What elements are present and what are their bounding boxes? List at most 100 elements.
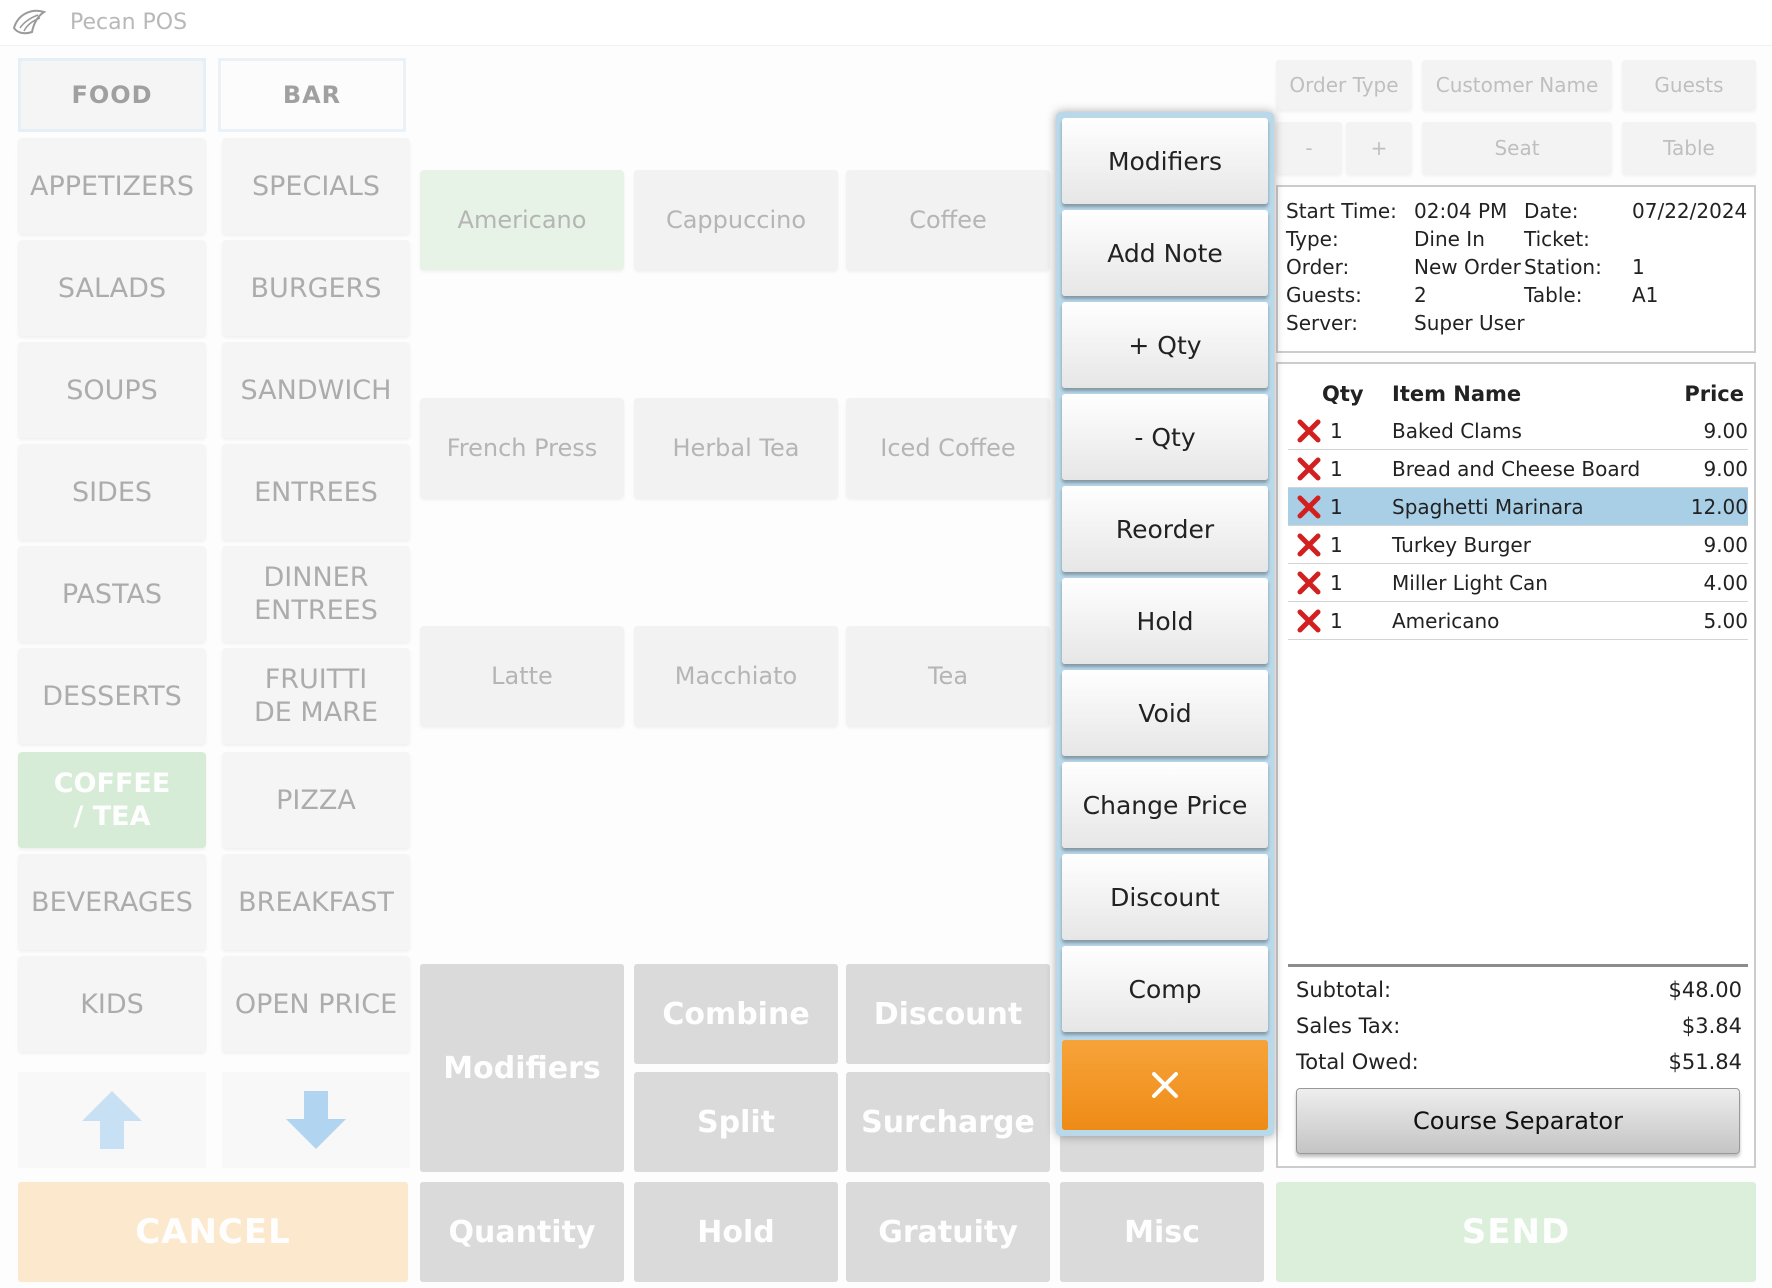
row-name: Miller Light Can <box>1392 571 1548 595</box>
category-appetizers[interactable]: APPETIZERS <box>18 138 206 234</box>
menu-discount-button[interactable]: Discount <box>1062 854 1268 940</box>
discount-button[interactable]: Discount <box>846 964 1050 1064</box>
item-iced-coffee[interactable]: Iced Coffee <box>846 398 1050 498</box>
menu-void-button[interactable]: Void <box>1062 670 1268 756</box>
delete-icon[interactable] <box>1296 418 1322 444</box>
category-pizza[interactable]: PIZZA <box>222 752 410 848</box>
category-soups[interactable]: SOUPS <box>18 342 206 438</box>
misc-button[interactable]: Misc <box>1060 1182 1264 1282</box>
row-qty: 1 <box>1330 609 1343 633</box>
surcharge-button[interactable]: Surcharge <box>846 1072 1050 1172</box>
delete-icon[interactable] <box>1296 456 1322 482</box>
order-value: New Order <box>1414 255 1521 279</box>
item-tea[interactable]: Tea <box>846 626 1050 726</box>
arrow-up-icon <box>82 1091 142 1149</box>
row-name: Turkey Burger <box>1392 533 1531 557</box>
modifiers-button[interactable]: Modifiers <box>420 964 624 1172</box>
order-label: Order: <box>1286 255 1350 279</box>
order-row[interactable]: 1 Miller Light Can 4.00 <box>1288 564 1748 602</box>
order-row[interactable]: 1 Americano 5.00 <box>1288 602 1748 640</box>
category-burgers[interactable]: BURGERS <box>222 240 410 336</box>
guests-value: 2 <box>1414 283 1427 307</box>
item-latte[interactable]: Latte <box>420 626 624 726</box>
category-salads[interactable]: SALADS <box>18 240 206 336</box>
category-coffee-tea[interactable]: COFFEE / TEA <box>18 752 206 848</box>
delete-icon[interactable] <box>1296 570 1322 596</box>
tab-food[interactable]: FOOD <box>18 58 206 132</box>
quantity-button[interactable]: Quantity <box>420 1182 624 1282</box>
station-value: 1 <box>1632 255 1645 279</box>
order-info-panel: Start Time: 02:04 PM Date: 07/22/2024 Ty… <box>1276 185 1756 353</box>
seat-minus-button[interactable]: - <box>1276 122 1342 174</box>
menu-plus-qty-button[interactable]: + Qty <box>1062 302 1268 388</box>
item-french-press[interactable]: French Press <box>420 398 624 498</box>
menu-hold-button[interactable]: Hold <box>1062 578 1268 664</box>
menu-close-button[interactable] <box>1062 1040 1268 1130</box>
combine-button[interactable]: Combine <box>634 964 838 1064</box>
table-value: A1 <box>1632 283 1659 307</box>
category-breakfast[interactable]: BREAKFAST <box>222 854 410 950</box>
scroll-up-button[interactable] <box>18 1072 206 1168</box>
category-entrees[interactable]: ENTREES <box>222 444 410 540</box>
row-name: Bread and Cheese Board <box>1392 457 1641 481</box>
item-americano[interactable]: Americano <box>420 170 624 270</box>
server-label: Server: <box>1286 311 1358 335</box>
row-price: 4.00 <box>1703 571 1748 595</box>
delete-icon[interactable] <box>1296 532 1322 558</box>
order-row[interactable]: 1 Turkey Burger 9.00 <box>1288 526 1748 564</box>
start-time-value: 02:04 PM <box>1414 199 1508 223</box>
seat-button[interactable]: Seat <box>1422 122 1612 174</box>
qty-header: Qty <box>1322 382 1364 406</box>
total-owed-value: $51.84 <box>1668 1050 1742 1074</box>
category-dinner-entrees[interactable]: DINNER ENTREES <box>222 546 410 642</box>
category-open-price[interactable]: OPEN PRICE <box>222 956 410 1052</box>
seat-plus-button[interactable]: + <box>1346 122 1412 174</box>
scroll-down-button[interactable] <box>222 1072 410 1168</box>
category-pastas[interactable]: PASTAS <box>18 546 206 642</box>
category-fruitti-de-mare[interactable]: FRUITTI DE MARE <box>222 648 410 744</box>
order-row[interactable]: 1 Bread and Cheese Board 9.00 <box>1288 450 1748 488</box>
menu-reorder-button[interactable]: Reorder <box>1062 486 1268 572</box>
menu-minus-qty-button[interactable]: - Qty <box>1062 394 1268 480</box>
send-button[interactable]: SEND <box>1276 1182 1756 1282</box>
menu-change-price-button[interactable]: Change Price <box>1062 762 1268 848</box>
item-herbal-tea[interactable]: Herbal Tea <box>634 398 838 498</box>
order-row-selected[interactable]: 1 Spaghetti Marinara 12.00 <box>1288 488 1748 526</box>
gratuity-button[interactable]: Gratuity <box>846 1182 1050 1282</box>
order-row[interactable]: 1 Baked Clams 9.00 <box>1288 412 1748 450</box>
date-value: 07/22/2024 <box>1632 199 1748 223</box>
category-sides[interactable]: SIDES <box>18 444 206 540</box>
app-title: Pecan POS <box>70 10 188 35</box>
row-name: Spaghetti Marinara <box>1392 495 1584 519</box>
row-price: 9.00 <box>1703 533 1748 557</box>
sales-tax-label: Sales Tax: <box>1296 1014 1401 1038</box>
cancel-button[interactable]: CANCEL <box>18 1182 408 1282</box>
date-label: Date: <box>1524 199 1579 223</box>
category-kids[interactable]: KIDS <box>18 956 206 1052</box>
item-cappuccino[interactable]: Cappuccino <box>634 170 838 270</box>
item-macchiato[interactable]: Macchiato <box>634 626 838 726</box>
delete-icon[interactable] <box>1296 608 1322 634</box>
subtotal-label: Subtotal: <box>1296 978 1392 1002</box>
tab-bar[interactable]: BAR <box>218 58 406 132</box>
arrow-down-icon <box>286 1091 346 1149</box>
item-coffee[interactable]: Coffee <box>846 170 1050 270</box>
category-beverages[interactable]: BEVERAGES <box>18 854 206 950</box>
category-sandwich[interactable]: SANDWICH <box>222 342 410 438</box>
total-owed-label: Total Owed: <box>1296 1050 1419 1074</box>
menu-comp-button[interactable]: Comp <box>1062 946 1268 1032</box>
menu-modifiers-button[interactable]: Modifiers <box>1062 118 1268 204</box>
order-type-button[interactable]: Order Type <box>1276 60 1412 110</box>
guests-button[interactable]: Guests <box>1622 60 1756 110</box>
server-value: Super User <box>1414 311 1525 335</box>
category-desserts[interactable]: DESSERTS <box>18 648 206 744</box>
category-specials[interactable]: SPECIALS <box>222 138 410 234</box>
table-button[interactable]: Table <box>1622 122 1756 174</box>
course-separator-button[interactable]: Course Separator <box>1296 1088 1740 1154</box>
row-name: Baked Clams <box>1392 419 1522 443</box>
customer-name-button[interactable]: Customer Name <box>1422 60 1612 110</box>
hold-button[interactable]: Hold <box>634 1182 838 1282</box>
menu-add-note-button[interactable]: Add Note <box>1062 210 1268 296</box>
delete-icon[interactable] <box>1296 494 1322 520</box>
split-button[interactable]: Split <box>634 1072 838 1172</box>
